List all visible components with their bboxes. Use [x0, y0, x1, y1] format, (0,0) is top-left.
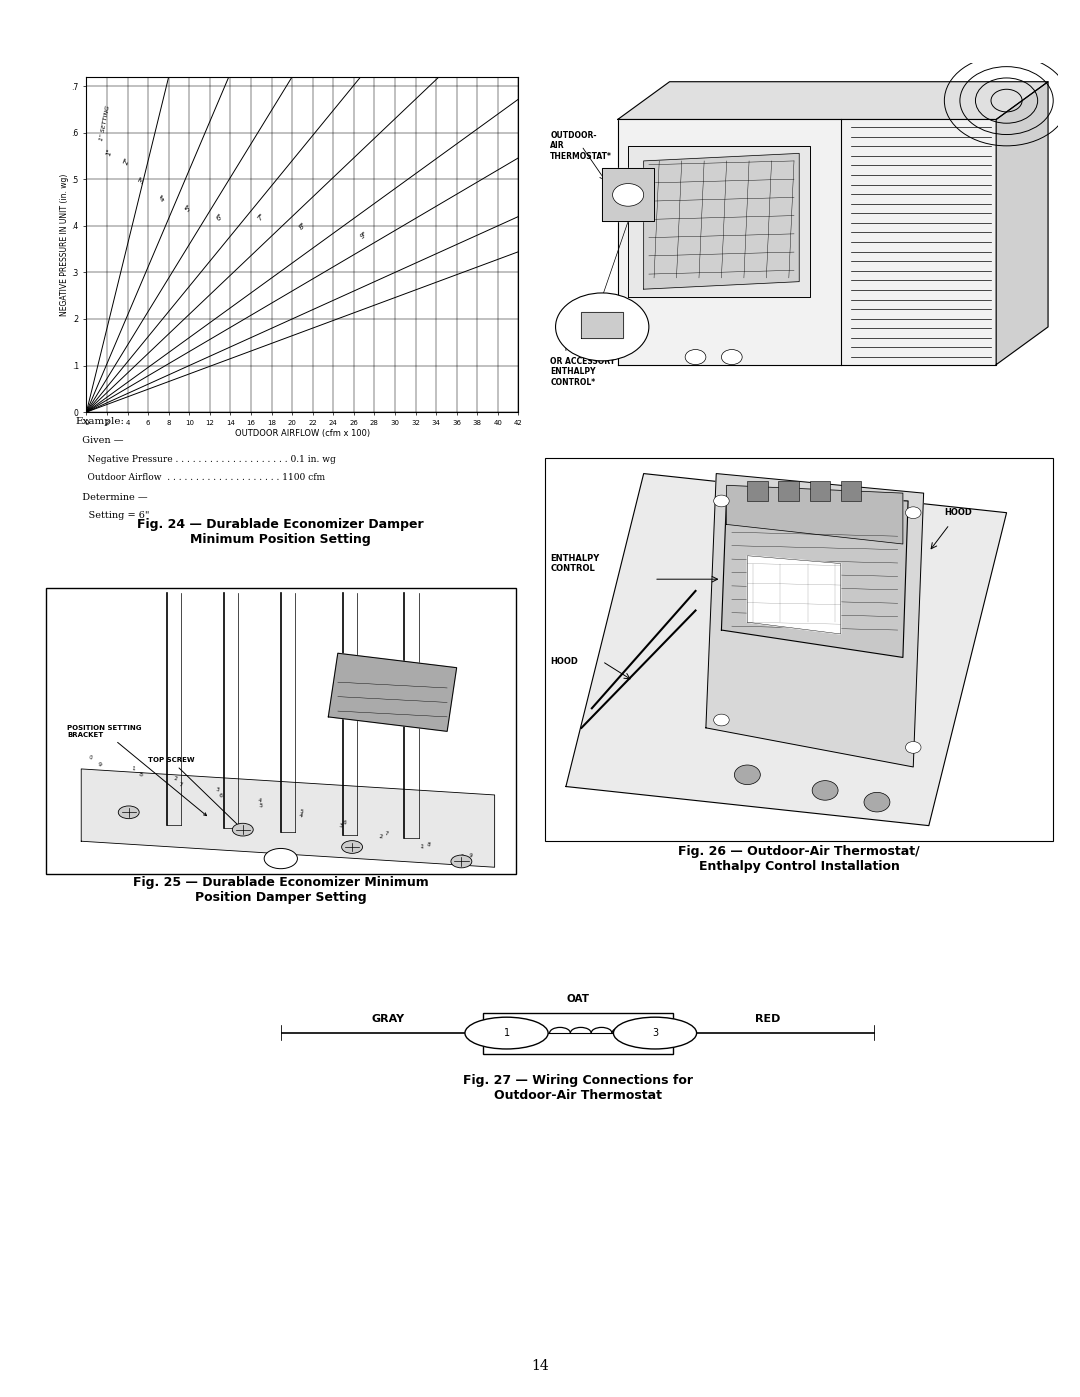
Text: 9: 9	[469, 854, 473, 858]
Polygon shape	[603, 169, 654, 221]
Text: 7": 7"	[257, 211, 266, 222]
Bar	[810, 482, 831, 502]
Text: 4": 4"	[159, 193, 168, 203]
Text: OAT: OAT	[566, 995, 590, 1004]
Text: 3: 3	[339, 823, 343, 828]
Text: 1": 1"	[105, 147, 112, 155]
Text: Example:: Example:	[76, 418, 124, 426]
Circle shape	[341, 841, 363, 854]
Polygon shape	[996, 82, 1048, 365]
Text: 6: 6	[218, 792, 222, 798]
Circle shape	[864, 792, 890, 812]
Polygon shape	[618, 119, 996, 365]
Circle shape	[451, 855, 472, 868]
Circle shape	[265, 848, 297, 869]
Text: TOP SCREW: TOP SCREW	[148, 757, 240, 827]
Text: POSITION SETTING
BRACKET: POSITION SETTING BRACKET	[67, 725, 206, 816]
Text: Fig. 27 — Wiring Connections for
Outdoor-Air Thermostat: Fig. 27 — Wiring Connections for Outdoor…	[463, 1074, 692, 1102]
Text: 7: 7	[384, 831, 389, 837]
Text: 3: 3	[652, 1028, 658, 1038]
Text: Fig. 25 — Durablade Economizer Minimum
Position Damper Setting: Fig. 25 — Durablade Economizer Minimum P…	[133, 876, 429, 904]
Circle shape	[612, 183, 644, 207]
Circle shape	[613, 1017, 697, 1049]
Circle shape	[465, 1017, 549, 1049]
Polygon shape	[581, 312, 623, 338]
Polygon shape	[328, 654, 457, 732]
Text: HOOD: HOOD	[551, 657, 578, 666]
Y-axis label: NEGATIVE PRESSURE IN UNIT (in. wg): NEGATIVE PRESSURE IN UNIT (in. wg)	[59, 173, 69, 316]
Text: 5: 5	[258, 803, 264, 809]
Polygon shape	[721, 493, 908, 658]
Polygon shape	[747, 556, 840, 634]
Circle shape	[555, 293, 649, 360]
Text: 1" SETTING: 1" SETTING	[99, 105, 111, 141]
Circle shape	[119, 806, 139, 819]
Text: 2": 2"	[123, 156, 132, 165]
Text: 8: 8	[427, 842, 431, 848]
Circle shape	[685, 349, 706, 365]
Circle shape	[905, 742, 921, 753]
Text: OR ACCESSORY
ENTHALPY
CONTROL*: OR ACCESSORY ENTHALPY CONTROL*	[551, 358, 616, 387]
Text: 6": 6"	[215, 211, 225, 222]
X-axis label: OUTDOOR AIRFLOW (cfm x 100): OUTDOOR AIRFLOW (cfm x 100)	[234, 429, 370, 437]
Circle shape	[905, 507, 921, 518]
Text: 7: 7	[178, 782, 183, 788]
Text: 5: 5	[300, 809, 303, 814]
Circle shape	[734, 766, 760, 785]
Text: Outdoor Airflow  . . . . . . . . . . . . . . . . . . . . 1100 cfm: Outdoor Airflow . . . . . . . . . . . . …	[76, 474, 325, 482]
Text: 0: 0	[459, 855, 463, 861]
Text: 5": 5"	[185, 203, 193, 212]
Circle shape	[714, 714, 729, 726]
Text: 3: 3	[215, 788, 219, 793]
Polygon shape	[618, 82, 1048, 119]
Text: Determine —: Determine —	[76, 493, 147, 502]
Text: 9": 9"	[360, 231, 369, 240]
Circle shape	[721, 349, 742, 365]
Polygon shape	[706, 474, 923, 767]
Text: Setting = 6": Setting = 6"	[76, 511, 149, 520]
Text: ENTHALPY
CONTROL: ENTHALPY CONTROL	[551, 553, 599, 573]
Polygon shape	[566, 474, 1007, 826]
Bar	[483, 1013, 673, 1053]
Text: 9: 9	[98, 761, 103, 767]
Text: HOOD: HOOD	[944, 509, 972, 517]
Text: 1: 1	[131, 766, 135, 771]
Text: OUTDOOR-
AIR
THERMOSTAT*: OUTDOOR- AIR THERMOSTAT*	[551, 131, 612, 161]
Polygon shape	[81, 768, 495, 868]
Text: 2: 2	[173, 777, 177, 782]
Bar	[840, 482, 862, 502]
Circle shape	[232, 823, 253, 835]
Text: 4: 4	[258, 798, 261, 803]
Text: 8": 8"	[298, 221, 307, 231]
Text: 3": 3"	[138, 175, 147, 184]
Text: 0: 0	[89, 754, 93, 760]
Text: Negative Pressure . . . . . . . . . . . . . . . . . . . . 0.1 in. wg: Negative Pressure . . . . . . . . . . . …	[76, 455, 336, 464]
Text: Given —: Given —	[76, 436, 123, 444]
Polygon shape	[644, 154, 799, 289]
Text: 14: 14	[531, 1358, 549, 1373]
Circle shape	[812, 781, 838, 800]
Circle shape	[714, 495, 729, 507]
Text: 4: 4	[298, 813, 303, 819]
Text: Fig. 26 — Outdoor-Air Thermostat/
Enthalpy Control Installation: Fig. 26 — Outdoor-Air Thermostat/ Enthal…	[678, 845, 920, 873]
Text: RED: RED	[755, 1014, 781, 1024]
Text: 1: 1	[419, 844, 423, 849]
Text: 2: 2	[379, 834, 383, 840]
Text: Fig. 24 — Durablade Economizer Damper
Minimum Position Setting: Fig. 24 — Durablade Economizer Damper Mi…	[137, 518, 424, 546]
Bar	[747, 482, 768, 502]
Text: 6: 6	[342, 820, 347, 826]
Text: GRAY: GRAY	[372, 1014, 404, 1024]
Polygon shape	[727, 485, 903, 543]
Text: 8: 8	[138, 773, 143, 778]
Text: 1: 1	[503, 1028, 510, 1038]
Bar	[779, 482, 799, 502]
Polygon shape	[629, 145, 810, 296]
